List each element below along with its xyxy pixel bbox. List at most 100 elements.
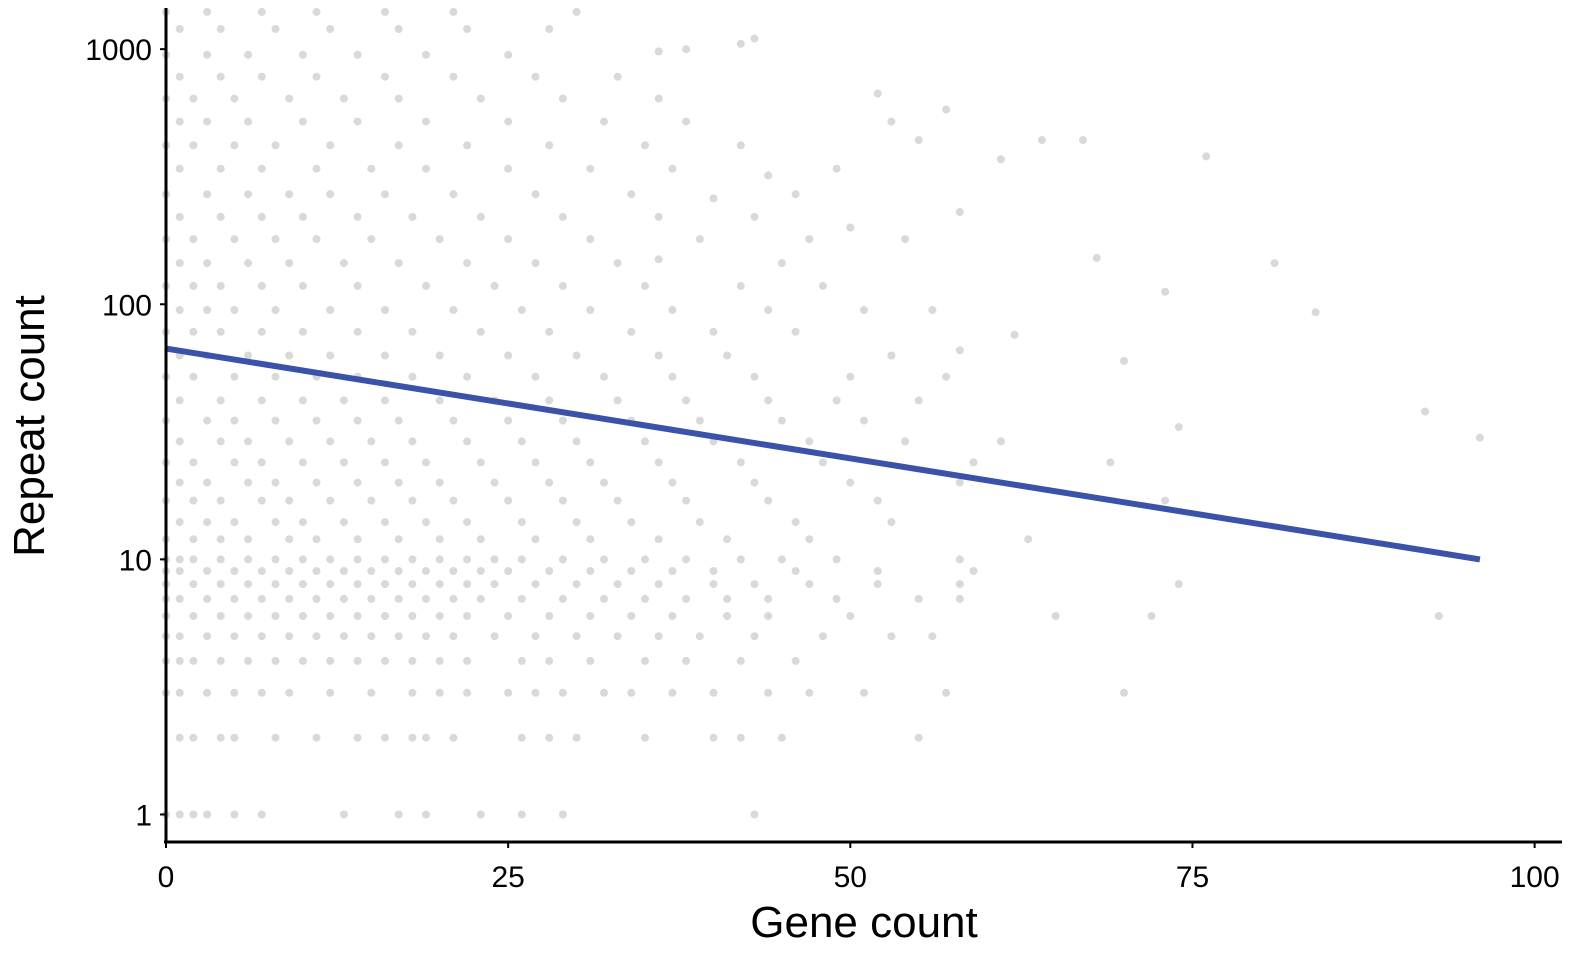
data-point-2 <box>189 810 198 819</box>
data-point-366 <box>257 327 266 336</box>
data-point-208 <box>777 555 786 564</box>
data-point-13 <box>175 733 184 742</box>
data-point-176 <box>422 567 430 575</box>
data-point-372 <box>627 327 636 336</box>
data-point-161 <box>750 580 759 589</box>
data-point-179 <box>504 567 513 575</box>
data-point-151 <box>381 580 389 589</box>
data-point-277 <box>298 458 307 467</box>
data-point-402 <box>1161 287 1170 296</box>
data-point-404 <box>203 259 212 268</box>
data-point-186 <box>873 567 882 575</box>
data-point-203 <box>558 555 567 564</box>
data-point-84 <box>394 632 403 641</box>
data-point-159 <box>654 580 663 589</box>
data-point-234 <box>422 518 430 527</box>
data-point-449 <box>709 194 718 203</box>
data-point-280 <box>422 458 430 467</box>
data-point-473 <box>914 136 923 145</box>
data-point-290 <box>216 437 225 446</box>
data-point-508 <box>244 50 253 59</box>
data-point-229 <box>230 518 239 527</box>
y-tick-label-1000: 1000 <box>85 34 152 67</box>
data-point-226 <box>1024 535 1033 544</box>
data-point-356 <box>504 351 513 360</box>
data-point-127 <box>339 594 348 603</box>
data-point-172 <box>312 567 321 575</box>
data-point-461 <box>832 164 841 173</box>
data-point-368 <box>353 327 362 336</box>
data-point-269 <box>668 478 677 487</box>
data-point-253 <box>613 496 622 505</box>
data-point-407 <box>339 259 348 268</box>
data-point-193 <box>271 555 280 564</box>
data-point-400 <box>736 281 745 290</box>
data-point-494 <box>476 94 485 103</box>
data-point-173 <box>339 567 348 575</box>
data-point-266 <box>490 478 499 487</box>
data-point-45 <box>558 688 567 697</box>
data-point-210 <box>955 555 964 564</box>
data-point-5 <box>257 810 266 819</box>
data-point-4 <box>230 810 239 819</box>
data-point-489 <box>189 94 198 103</box>
data-point-392 <box>216 281 225 290</box>
data-point-87 <box>490 632 499 641</box>
data-point-209 <box>832 555 841 564</box>
data-point-431 <box>298 212 307 221</box>
data-point-263 <box>353 478 362 487</box>
data-point-396 <box>422 281 430 290</box>
data-point-90 <box>613 632 622 641</box>
data-point-276 <box>257 458 266 467</box>
data-point-64 <box>381 656 389 665</box>
data-point-456 <box>422 164 430 173</box>
data-point-115 <box>764 612 773 620</box>
data-point-249 <box>408 496 417 505</box>
data-point-322 <box>216 396 225 405</box>
data-point-448 <box>627 190 636 199</box>
data-point-157 <box>572 580 581 589</box>
data-point-160 <box>709 580 718 589</box>
data-point-490 <box>230 94 239 103</box>
data-point-217 <box>353 535 362 544</box>
data-point-190 <box>189 555 198 564</box>
data-point-378 <box>230 306 239 314</box>
data-point-367 <box>298 327 307 336</box>
data-point-134 <box>558 594 567 603</box>
data-point-526 <box>257 7 266 16</box>
data-point-76 <box>175 632 184 641</box>
data-point-515 <box>750 34 759 43</box>
data-point-320 <box>1421 407 1430 416</box>
data-point-254 <box>682 496 691 505</box>
data-point-375 <box>1010 330 1019 339</box>
data-point-170 <box>257 567 266 575</box>
data-point-453 <box>257 164 266 173</box>
data-point-163 <box>873 580 882 589</box>
data-point-483 <box>504 117 513 126</box>
data-point-52 <box>860 688 868 697</box>
x-axis-title: Gene count <box>750 898 978 947</box>
data-point-91 <box>654 632 663 641</box>
data-point-118 <box>1147 612 1156 620</box>
data-point-454 <box>312 164 321 173</box>
data-point-451 <box>175 164 184 173</box>
data-point-119 <box>1434 612 1443 620</box>
data-point-500 <box>257 72 266 81</box>
data-point-391 <box>189 281 198 290</box>
data-point-219 <box>435 535 444 544</box>
data-point-236 <box>517 518 526 527</box>
data-point-1 <box>175 810 184 819</box>
data-point-434 <box>476 212 485 221</box>
data-point-126 <box>312 594 321 603</box>
data-point-152 <box>408 580 417 589</box>
data-point-74 <box>791 656 800 665</box>
data-point-174 <box>367 567 376 575</box>
data-point-86 <box>449 632 458 641</box>
data-point-80 <box>285 632 294 641</box>
data-point-516 <box>175 25 184 33</box>
data-point-182 <box>627 567 636 575</box>
data-point-257 <box>1161 496 1170 505</box>
data-point-287 <box>969 458 978 467</box>
data-point-121 <box>175 594 184 603</box>
